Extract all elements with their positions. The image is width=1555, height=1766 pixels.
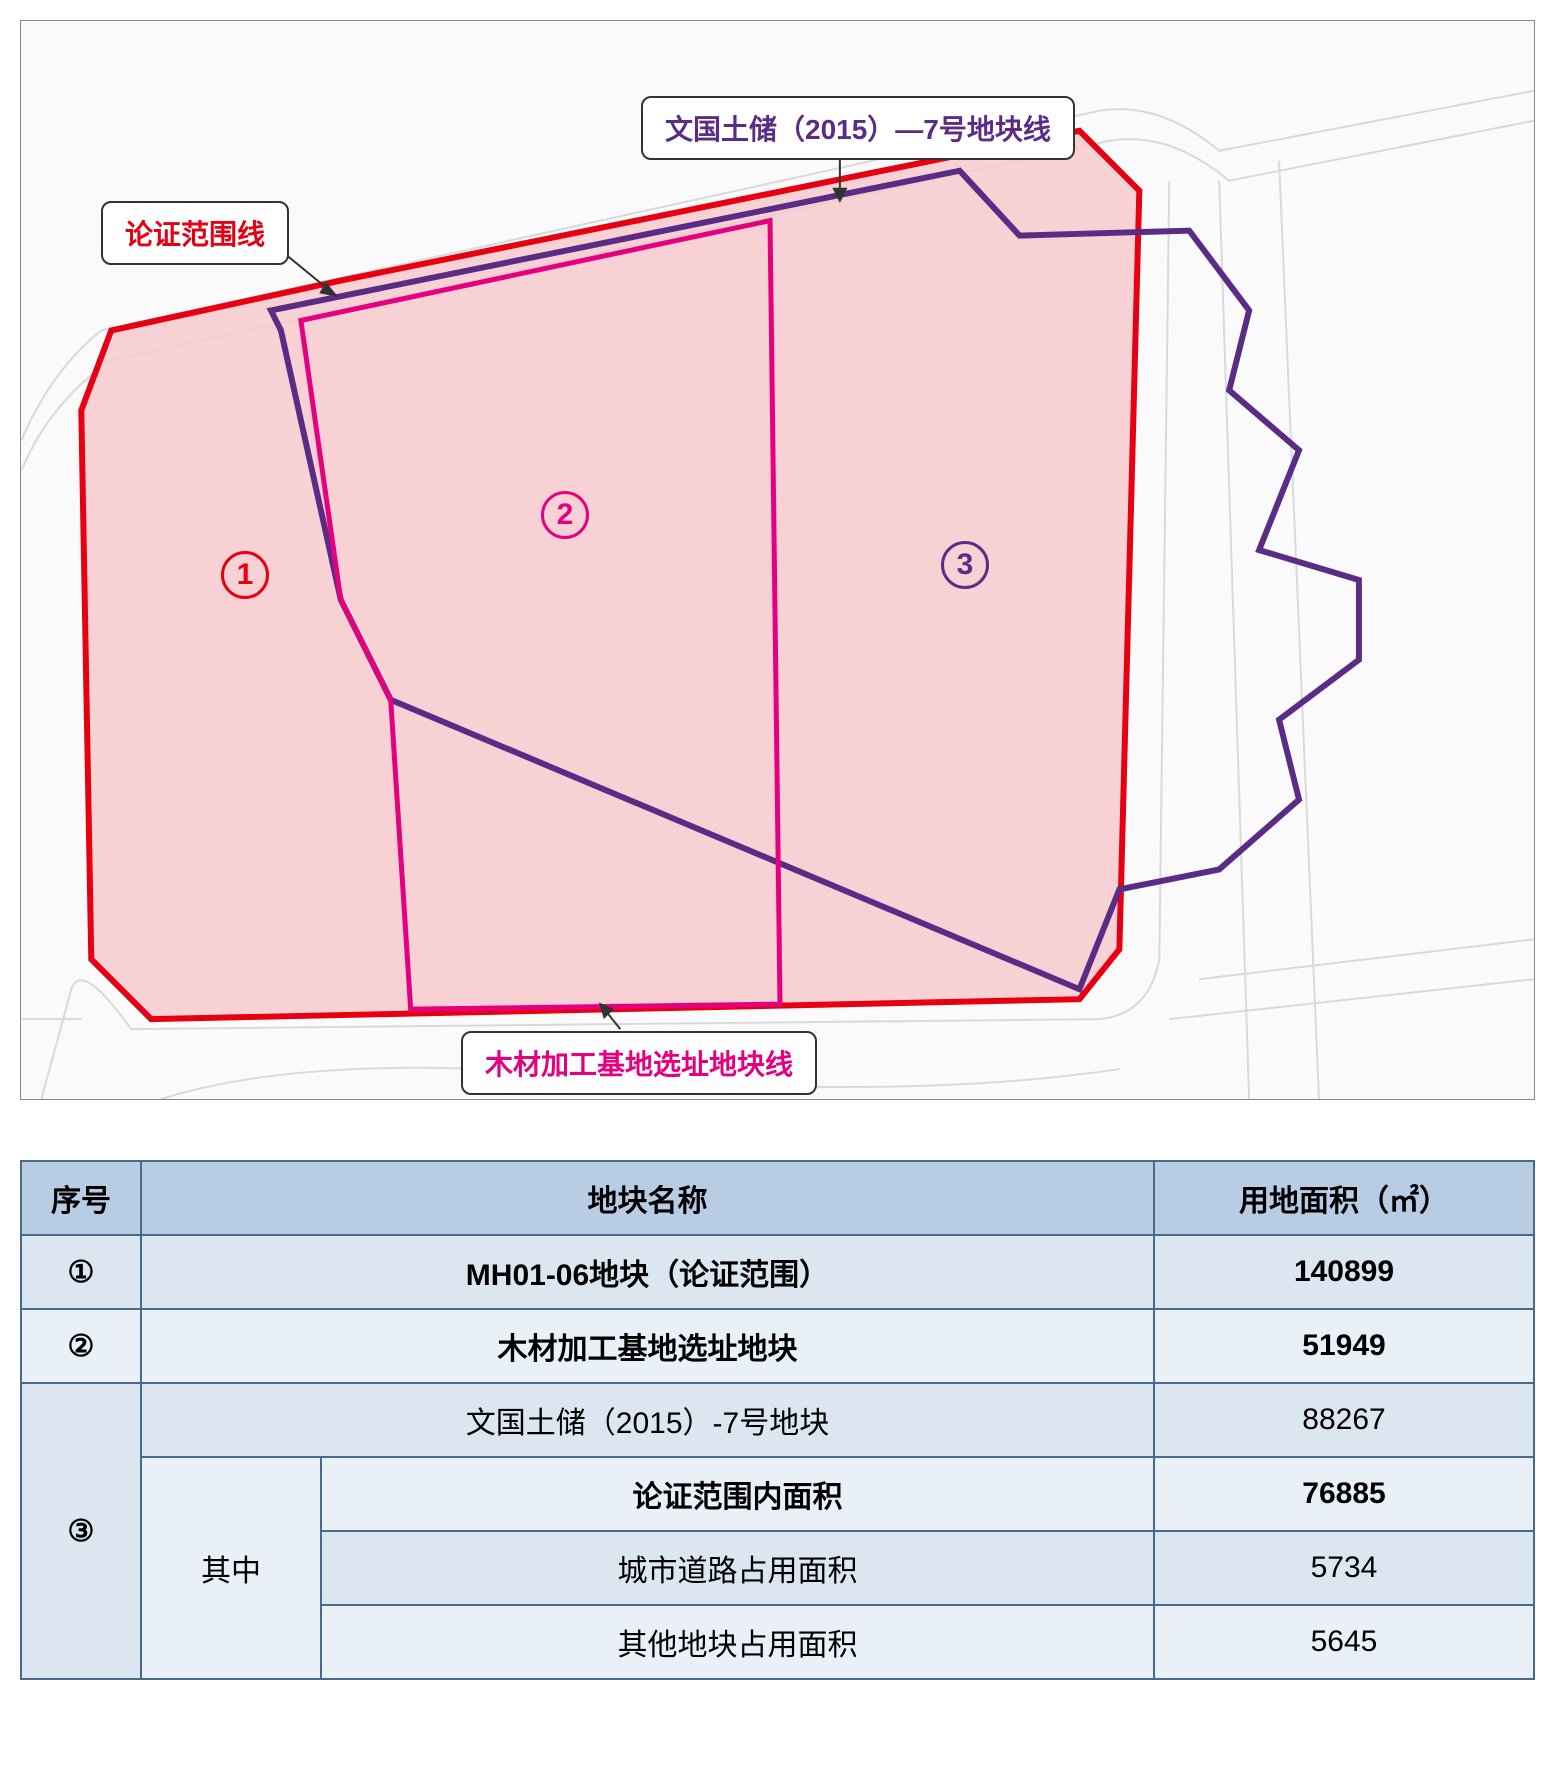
site-map: 论证范围线 文国土储（2015）—7号地块线 木材加工基地选址地块线 1 2 3 bbox=[20, 20, 1535, 1100]
cell-name: 城市道路占用面积 bbox=[321, 1531, 1154, 1605]
cell-area: 88267 bbox=[1154, 1383, 1534, 1457]
cell-area: 51949 bbox=[1154, 1309, 1534, 1383]
cell-seq: ③ bbox=[21, 1383, 141, 1679]
table-row: ③ 文国土储（2015）-7号地块 88267 bbox=[21, 1383, 1534, 1457]
table-row: 其中 论证范围内面积 76885 bbox=[21, 1457, 1534, 1531]
col-seq: 序号 bbox=[21, 1161, 141, 1235]
cell-area: 5645 bbox=[1154, 1605, 1534, 1679]
cell-seq: ① bbox=[21, 1235, 141, 1309]
table-header-row: 序号 地块名称 用地面积（㎡） bbox=[21, 1161, 1534, 1235]
zone-marker-1: 1 bbox=[221, 551, 269, 599]
cell-seq: ② bbox=[21, 1309, 141, 1383]
callout-red-boundary: 论证范围线 bbox=[101, 201, 289, 265]
zone-marker-3: 3 bbox=[941, 541, 989, 589]
cell-name: 木材加工基地选址地块 bbox=[141, 1309, 1154, 1383]
cell-name: 文国土储（2015）-7号地块 bbox=[141, 1383, 1154, 1457]
land-area-table: 序号 地块名称 用地面积（㎡） ① MH01-06地块（论证范围） 140899… bbox=[20, 1160, 1535, 1680]
cell-area: 5734 bbox=[1154, 1531, 1534, 1605]
table-row: ② 木材加工基地选址地块 51949 bbox=[21, 1309, 1534, 1383]
col-area: 用地面积（㎡） bbox=[1154, 1161, 1534, 1235]
cell-name: 论证范围内面积 bbox=[321, 1457, 1154, 1531]
cell-area: 140899 bbox=[1154, 1235, 1534, 1309]
cell-sub-label: 其中 bbox=[141, 1457, 321, 1679]
callout-magenta-boundary: 木材加工基地选址地块线 bbox=[461, 1031, 817, 1095]
cell-area: 76885 bbox=[1154, 1457, 1534, 1531]
cell-name: MH01-06地块（论证范围） bbox=[141, 1235, 1154, 1309]
cell-name: 其他地块占用面积 bbox=[321, 1605, 1154, 1679]
table-row: ① MH01-06地块（论证范围） 140899 bbox=[21, 1235, 1534, 1309]
callout-purple-boundary: 文国土储（2015）—7号地块线 bbox=[641, 96, 1075, 160]
zone-marker-2: 2 bbox=[541, 491, 589, 539]
col-name: 地块名称 bbox=[141, 1161, 1154, 1235]
